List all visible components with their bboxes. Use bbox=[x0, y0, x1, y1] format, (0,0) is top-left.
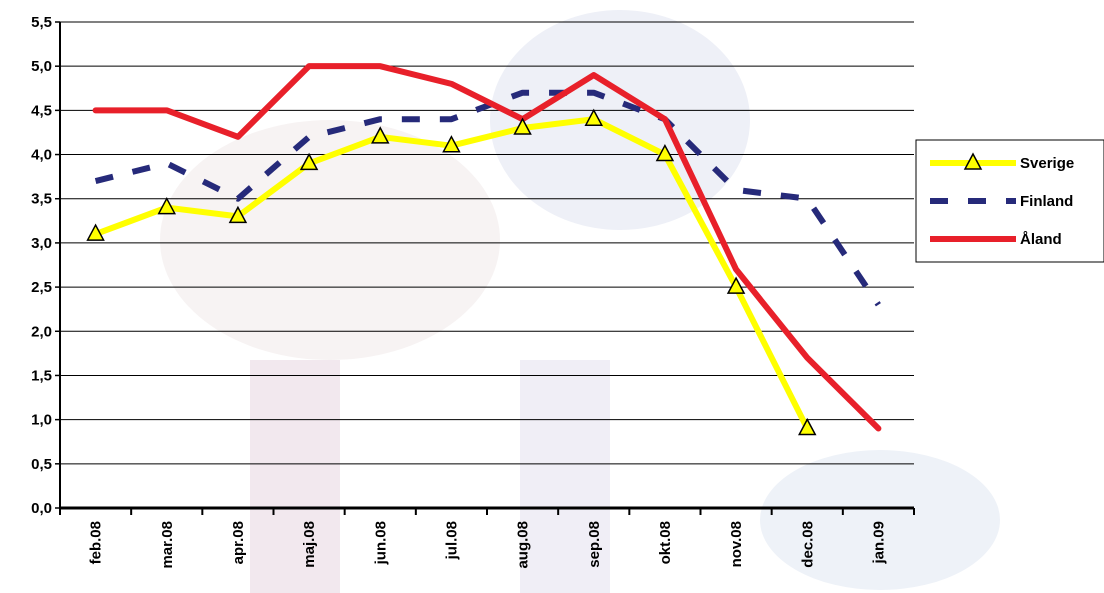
x-tick-label: nov.08 bbox=[728, 521, 745, 567]
y-tick-label: 0,5 bbox=[31, 456, 52, 473]
x-tick-labels: feb.08 mar.08 apr.08 maj.08 jun.08 jul.08 aug.… bbox=[88, 521, 888, 569]
y-tick-labels: 0,0 0,5 1,0 1,5 2,0 2,5 3,0 3,5 4,0 4,5 5,0 5,5 bbox=[31, 14, 52, 517]
data-point-marker bbox=[726, 276, 746, 294]
series-line-åland bbox=[92, 63, 882, 432]
y-tick-label: 3,0 bbox=[31, 235, 52, 252]
series-lines bbox=[86, 63, 882, 436]
axes bbox=[59, 22, 915, 515]
y-tick-label: 2,0 bbox=[31, 323, 52, 340]
x-tick-label: maj.08 bbox=[301, 521, 318, 568]
legend: Sverige Finland Åland bbox=[915, 139, 1104, 263]
data-point-marker bbox=[584, 108, 603, 126]
data-point-marker bbox=[655, 143, 675, 162]
legend-label: Sverige bbox=[1020, 155, 1074, 172]
watermark-logo bbox=[160, 10, 1000, 593]
data-point-marker bbox=[299, 152, 319, 171]
data-point-marker bbox=[157, 196, 176, 215]
y-tick-label: 2,5 bbox=[31, 279, 52, 296]
data-point-marker bbox=[442, 135, 461, 153]
x-tick-label: mar.08 bbox=[159, 521, 176, 569]
data-point-marker bbox=[228, 205, 248, 224]
data-point-marker bbox=[798, 417, 817, 436]
legend-label: Finland bbox=[1020, 193, 1073, 210]
y-tick-label: 4,5 bbox=[31, 102, 52, 119]
x-tick-label: okt.08 bbox=[657, 521, 674, 564]
x-tick-label: aug.08 bbox=[515, 521, 532, 569]
gridlines bbox=[55, 21, 914, 509]
x-tick-label: feb.08 bbox=[88, 521, 105, 564]
y-tick-label: 5,5 bbox=[31, 14, 52, 31]
x-tick-label: sep.08 bbox=[586, 521, 603, 568]
y-tick-label: 1,5 bbox=[31, 367, 52, 384]
y-tick-label: 0,0 bbox=[31, 500, 52, 517]
x-tick-label: jun.08 bbox=[372, 521, 389, 565]
x-tick-label: jan.09 bbox=[870, 521, 887, 565]
y-tick-label: 3,5 bbox=[31, 191, 52, 208]
y-tick-label: 1,0 bbox=[31, 412, 52, 429]
y-tick-label: 4,0 bbox=[31, 147, 52, 164]
data-point-marker bbox=[513, 117, 532, 135]
x-tick-label: jul.08 bbox=[443, 521, 460, 560]
legend-marker bbox=[963, 152, 983, 170]
y-tick-label: 5,0 bbox=[31, 58, 52, 75]
x-tick-label: apr.08 bbox=[230, 521, 247, 564]
legend-label: Åland bbox=[1020, 231, 1062, 248]
data-point-marker bbox=[86, 223, 105, 241]
series-line-finland bbox=[94, 89, 881, 307]
data-point-marker bbox=[371, 126, 390, 144]
x-tick-label: dec.08 bbox=[799, 521, 816, 568]
